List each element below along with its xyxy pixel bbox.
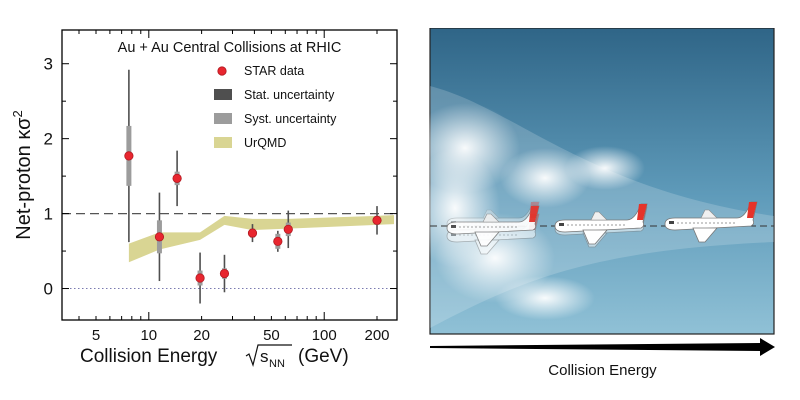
x-axis-label-unit: (GeV) (298, 346, 349, 367)
legend-swatch-urqmd (214, 137, 232, 148)
collision-illustration (425, 28, 775, 335)
y-axis-label: Net-proton κσ2 (10, 110, 35, 239)
data-point (372, 215, 382, 225)
x-tick-label: 10 (140, 327, 157, 344)
energy-arrow (430, 338, 775, 356)
x-axis-label-s: s (260, 347, 269, 366)
legend-label: STAR data (244, 64, 304, 78)
energy-caption: Collision Energy (548, 362, 657, 379)
legend-label: UrQMD (244, 136, 286, 150)
data-point (154, 232, 165, 242)
data-point (247, 228, 258, 238)
chart: 0 1 2 3 5 10 20 50 100 200 Au + Au Central Collisi… (10, 29, 398, 370)
data-point (124, 151, 134, 161)
x-tick-label: 100 (312, 327, 337, 344)
x-axis-label-subscript: NN (269, 358, 285, 370)
legend-label: Stat. uncertainty (244, 88, 335, 102)
legend-swatch-syst (214, 113, 232, 124)
sqrt-symbol (245, 344, 292, 368)
x-axis-label: Collision Energy (80, 346, 218, 367)
plot-frame (61, 29, 398, 321)
legend-swatch-stat (214, 89, 232, 100)
legend-label: Syst. uncertainty (244, 112, 337, 126)
y-tick-label: 0 (44, 280, 53, 299)
x-tick-label: 200 (364, 327, 389, 344)
x-tick-label: 20 (193, 327, 210, 344)
data-point (195, 273, 205, 283)
y-tick-label: 1 (44, 205, 53, 224)
x-tick-label: 5 (92, 327, 100, 344)
y-tick-label: 2 (44, 130, 53, 149)
data-point (219, 268, 230, 279)
chart-title: Au + Au Central Collisions at RHIC (118, 40, 342, 56)
y-tick-label: 3 (44, 55, 53, 74)
urqmd-band (128, 215, 395, 263)
legend-marker-star (217, 66, 227, 76)
data-point (273, 236, 283, 246)
x-tick-label: 50 (263, 327, 280, 344)
data-point (172, 173, 182, 183)
data-point (283, 224, 293, 234)
